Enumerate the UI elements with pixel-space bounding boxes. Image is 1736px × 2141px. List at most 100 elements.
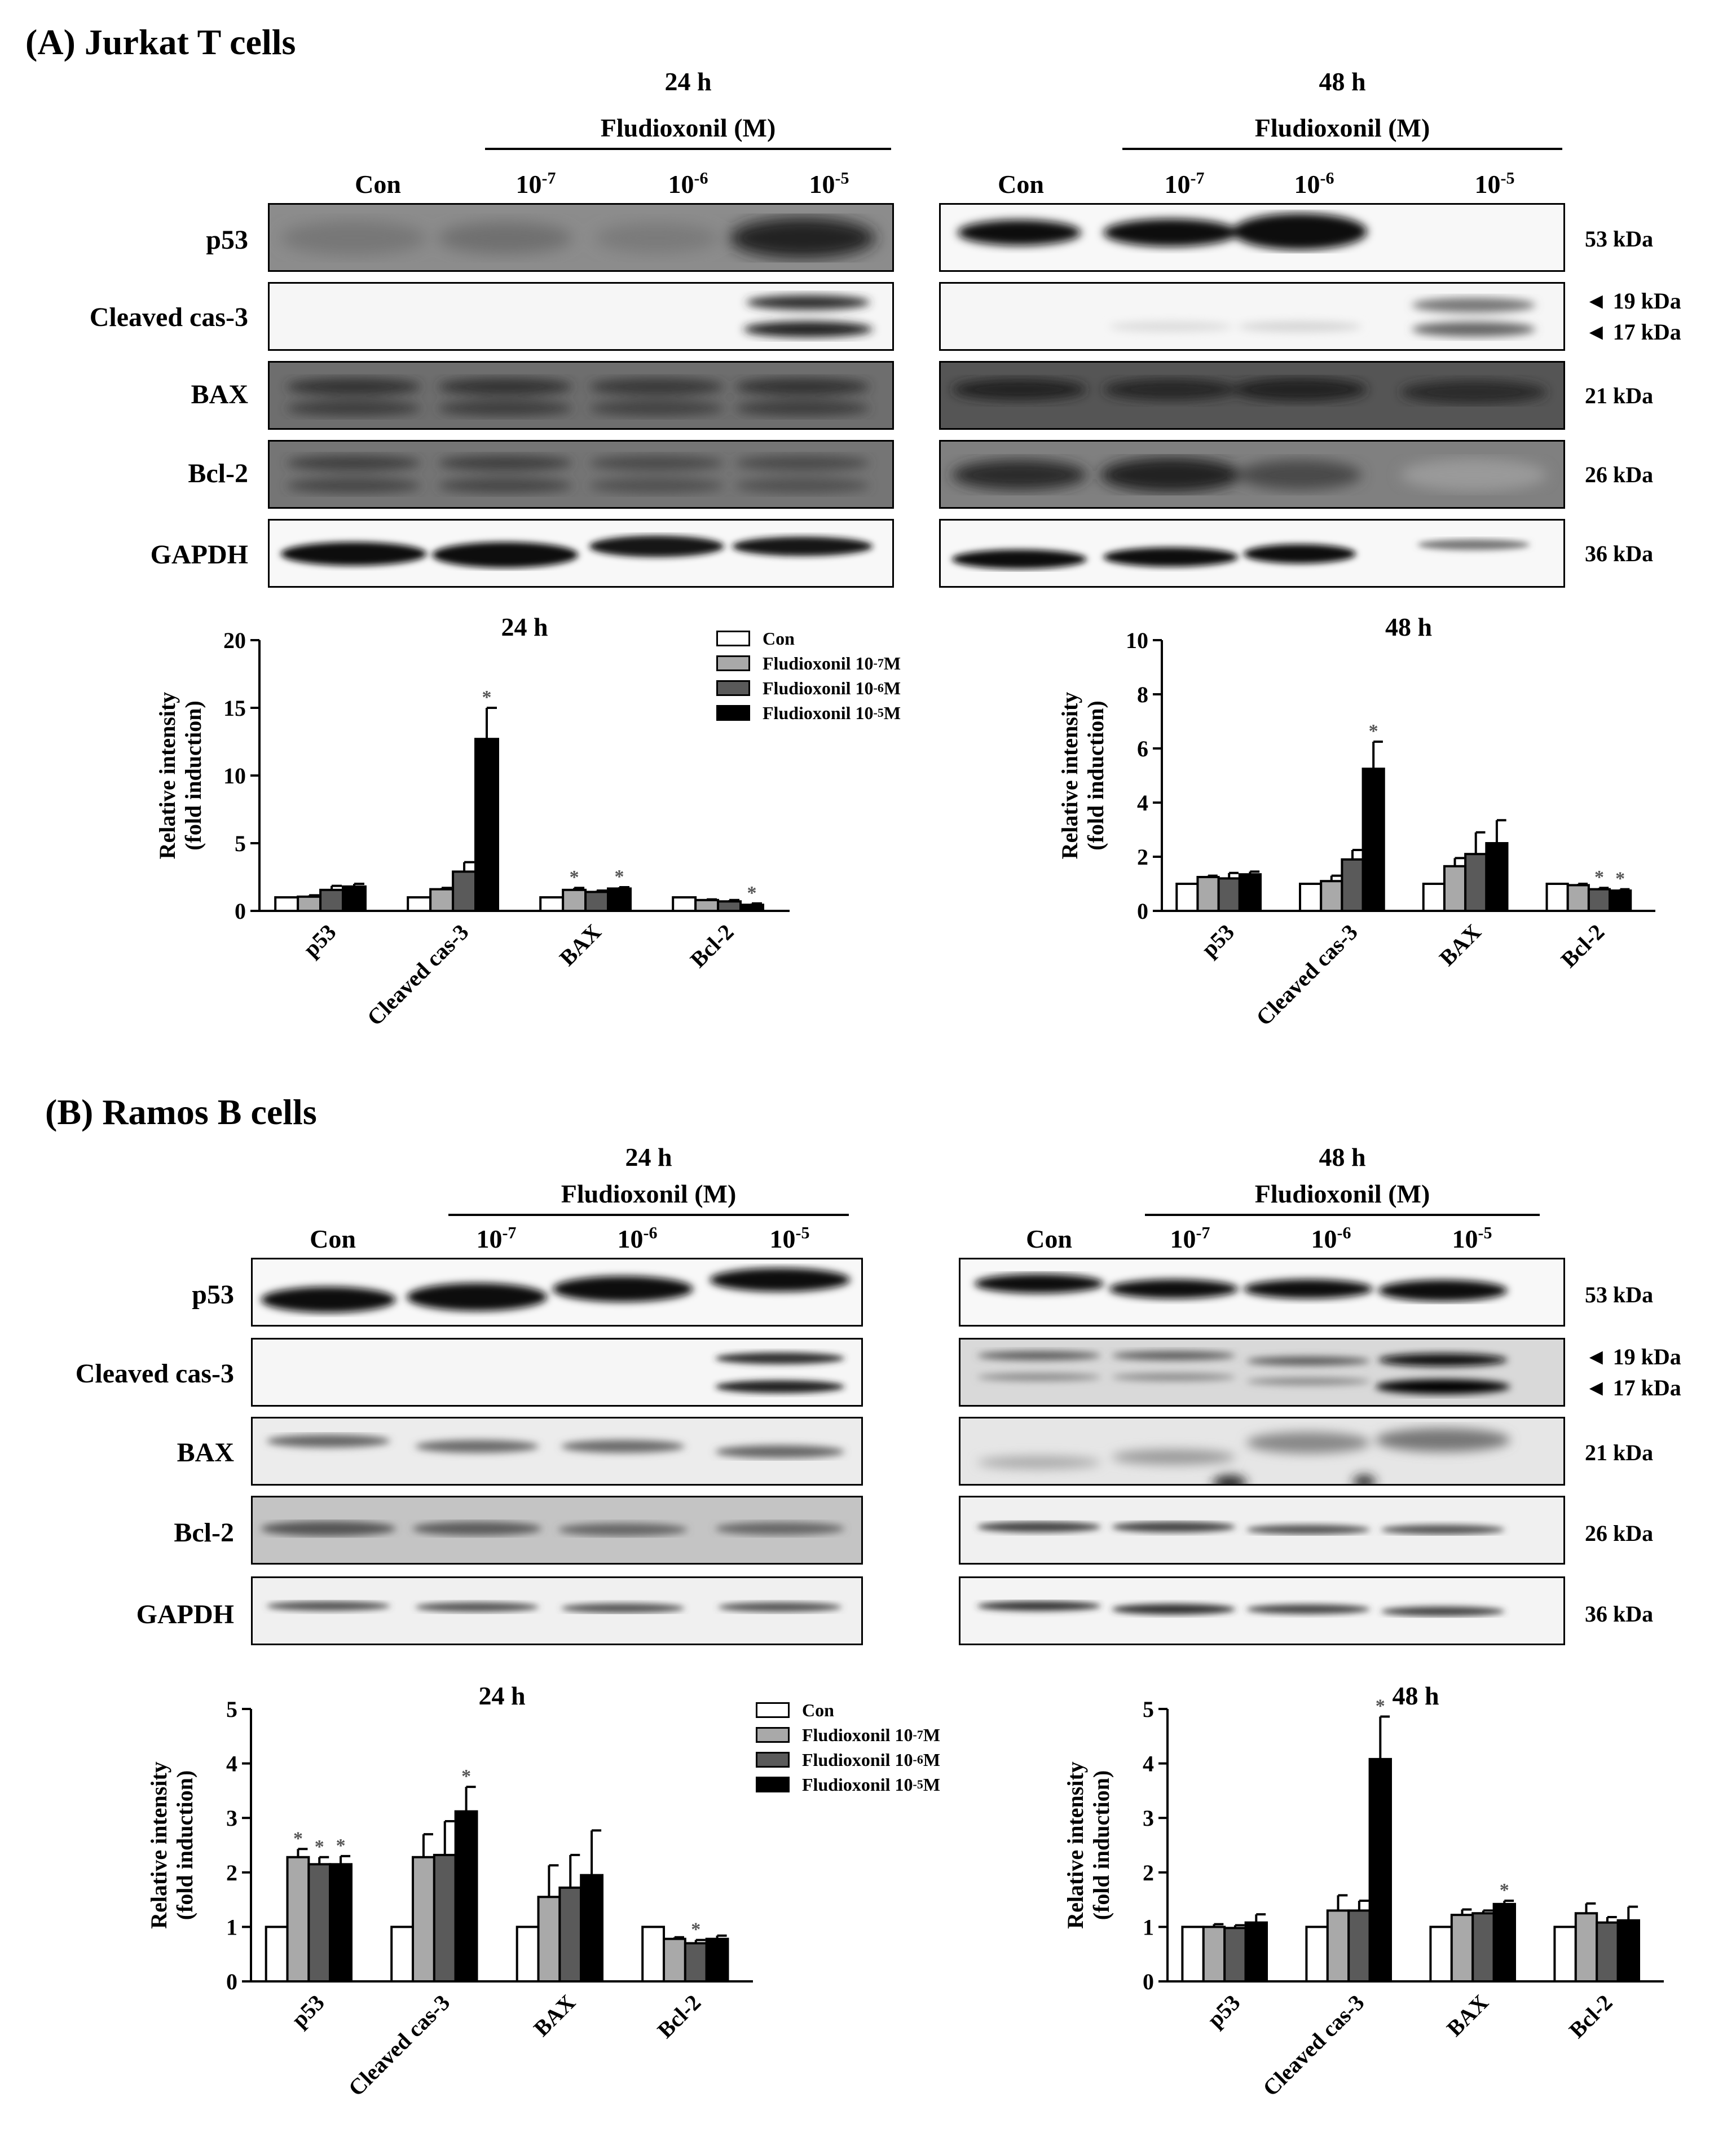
bar xyxy=(1492,1902,1516,1983)
bar xyxy=(1553,1926,1577,1983)
lane-label-1e-5: 10-5 xyxy=(1452,1223,1492,1253)
y-axis-label-line: (fold induction) xyxy=(1083,701,1108,851)
treatment-bracket xyxy=(1122,148,1562,150)
legend-item-1e-7: Fludioxonil 10 -7 M xyxy=(756,1723,940,1747)
lane-label-1e-6: 10-6 xyxy=(668,169,708,199)
bar xyxy=(684,1942,708,1983)
lane-label-1e-7: 10-7 xyxy=(1170,1223,1210,1253)
kda-label: 36 kDa xyxy=(1585,1601,1654,1627)
panel-title: (B) Ramos B cells xyxy=(45,1092,317,1132)
y-tick-label: 0 xyxy=(1137,898,1148,924)
y-tick-label: 10 xyxy=(1126,628,1148,653)
significance-marker: * xyxy=(1500,1880,1509,1901)
blot-cleaved-cas3 xyxy=(251,1338,863,1407)
bar xyxy=(1566,884,1590,912)
blot-p53 xyxy=(959,1258,1565,1327)
blot-bax xyxy=(251,1417,863,1486)
x-tick-label-group: Cleaved cas-3 xyxy=(362,919,474,1031)
bar xyxy=(1485,842,1509,912)
row-label-bax: BAX xyxy=(177,1438,234,1468)
blot-treatment-label: Fludioxonil (M) xyxy=(1254,1179,1430,1208)
y-tick-label: 0 xyxy=(1143,1969,1154,1994)
bar xyxy=(1341,858,1364,912)
legend-item-1e-6: Fludioxonil 10 -6 M xyxy=(716,676,901,701)
kda-label: 36 kDa xyxy=(1585,541,1654,566)
chart-legend: Con Fludioxonil 10 -7 M Fludioxonil 10 -6 … xyxy=(716,626,901,725)
bar xyxy=(1347,1909,1371,1983)
row-label-gapdh: GAPDH xyxy=(150,540,248,570)
blot-bax xyxy=(939,361,1565,430)
y-axis-label-line: Relative intensity xyxy=(1057,692,1082,860)
bar xyxy=(1587,888,1611,913)
y-axis-label: Relative intensity (fold induction) xyxy=(1063,1761,1114,1929)
kda-label: ◄ 17 kDa xyxy=(1585,319,1681,345)
y-tick-label: 2 xyxy=(1143,1860,1154,1886)
bar xyxy=(1320,880,1343,913)
blot-time-label: 48 h xyxy=(1319,67,1366,96)
bar xyxy=(694,898,720,912)
kda-label: 53 kDa xyxy=(1585,226,1654,252)
blot-gapdh xyxy=(268,519,894,588)
bar xyxy=(329,1863,353,1983)
lane-label-con: Con xyxy=(1026,1224,1072,1253)
blot-time-label: 24 h xyxy=(664,67,712,96)
kda-label: ◄ 19 kDa xyxy=(1585,1344,1681,1369)
legend-item-1e-5: Fludioxonil 10 -5 M xyxy=(716,701,901,725)
bar xyxy=(1238,873,1262,913)
significance-marker: * xyxy=(1376,1696,1385,1717)
bar xyxy=(1217,877,1241,912)
bar xyxy=(1616,1919,1640,1983)
bar xyxy=(1326,1909,1350,1983)
x-tick-label: Bcl-2 xyxy=(653,1990,706,2043)
blot-p53 xyxy=(268,203,894,272)
bar xyxy=(297,895,322,912)
chart-title: 48 h xyxy=(1392,1681,1439,1710)
y-tick-label: 6 xyxy=(1137,736,1148,761)
legend-item-con: Con xyxy=(756,1698,940,1723)
y-axis-label-line: (fold induction) xyxy=(180,701,206,851)
kda-label: ◄ 19 kDa xyxy=(1585,288,1681,314)
y-tick-label: 8 xyxy=(1137,682,1148,707)
lane-label-1e-7: 10-7 xyxy=(476,1223,517,1253)
bar xyxy=(1196,876,1220,912)
kda-label: ◄ 17 kDa xyxy=(1585,1375,1681,1400)
legend-item-1e-5: Fludioxonil 10 -5 M xyxy=(756,1772,940,1797)
lane-label-1e-6: 10-6 xyxy=(617,1223,658,1253)
bar xyxy=(1202,1926,1226,1983)
y-tick-label: 3 xyxy=(226,1805,237,1831)
x-tick-label: BAX xyxy=(1434,919,1486,971)
bar xyxy=(584,891,610,912)
x-tick-label: p53 xyxy=(1196,919,1239,962)
significance-marker: * xyxy=(315,1836,324,1857)
significance-marker: * xyxy=(336,1835,346,1856)
x-tick-label-group: Bcl-2 xyxy=(685,919,739,973)
bar xyxy=(717,900,742,913)
bar xyxy=(1574,1912,1598,1983)
y-tick-label: 5 xyxy=(235,831,246,856)
legend-item-1e-6: Fludioxonil 10 -6 M xyxy=(756,1747,940,1772)
legend-swatch xyxy=(756,1752,790,1768)
x-tick-label: Cleaved cas-3 xyxy=(343,1990,455,2102)
y-tick-label: 2 xyxy=(1137,844,1148,870)
bar-chart-b-24h: 24 h 0 1 2 3 4 5 Relative intensity (fold induct… xyxy=(146,1681,753,2102)
panel-title: (A) Jurkat T cells xyxy=(25,22,296,62)
chart-title: 48 h xyxy=(1385,615,1432,641)
legend-swatch xyxy=(756,1702,790,1718)
y-axis-label-line: (fold induction) xyxy=(172,1770,197,1920)
blot-bcl2 xyxy=(268,440,894,509)
kda-label: 26 kDa xyxy=(1585,462,1654,487)
bar xyxy=(705,1937,729,1983)
kda-label: 26 kDa xyxy=(1585,1521,1654,1546)
bar xyxy=(607,887,632,912)
kda-label: 21 kDa xyxy=(1585,1440,1654,1465)
bar xyxy=(739,904,765,913)
blot-bax xyxy=(268,361,894,430)
bar xyxy=(342,885,367,912)
significance-marker: * xyxy=(1594,867,1604,888)
kda-label: 53 kDa xyxy=(1585,1282,1654,1307)
x-tick-label-group: Cleaved cas-3 xyxy=(1258,1990,1369,2102)
x-tick-label: BAX xyxy=(1442,1989,1493,2041)
lane-label-1e-5: 10-5 xyxy=(1474,169,1515,199)
x-tick-label: Cleaved cas-3 xyxy=(1258,1990,1369,2102)
y-axis-label-line: (fold induction) xyxy=(1089,1770,1114,1920)
